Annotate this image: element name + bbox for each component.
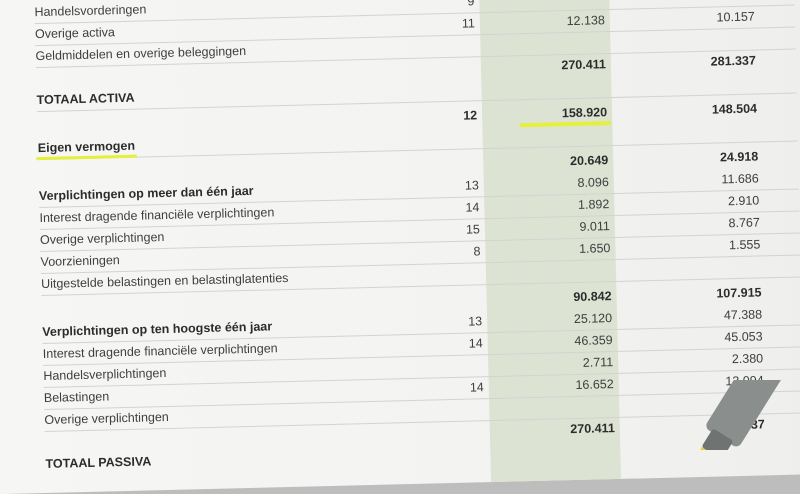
row-value-current [524,399,614,401]
row-value-current: 25.120 [573,311,613,327]
row-label: Voorzieningen [40,253,120,270]
row-value-previous: 10.157 [716,9,755,25]
row-value-previous: 24.918 [719,149,759,165]
row-note: 12 [463,108,478,123]
row-value-current: 8.096 [577,175,609,190]
row-value-previous: 148.504 [711,101,758,117]
row-value-current [521,263,611,265]
row-note [446,60,476,61]
row-value-current [525,443,615,445]
row-note: 15 [465,222,481,237]
row-value-previous: 2.380 [731,351,764,367]
row-note [448,156,478,157]
row-value-previous: 45.053 [724,329,763,345]
row-label: Verplichtingen op meer dan één jaar [38,183,254,204]
marker-body [706,380,795,447]
row-value-previous: 107.915 [716,285,762,301]
row-label: Geldmiddelen en overige beleggingen [35,43,247,64]
row-value-previous [671,259,761,261]
row-label: Handelsverplichtingen [43,365,167,383]
row-label: TOTAAL ACTIVA [36,90,135,108]
row-label: Belastingen [43,389,110,405]
row-label: Overige activa [34,25,116,42]
row-note [455,446,485,447]
row-note: 14 [469,380,484,395]
row-value-previous: 2.910 [727,193,760,209]
row-value-current: 20.649 [569,153,609,169]
row-value-current: 1.650 [578,241,611,256]
row-label: Overige verplichtingen [44,409,169,427]
row-note: 13 [468,314,483,329]
row-note [451,292,481,293]
row-value-previous [666,75,756,77]
row-value-current: 16.652 [575,377,614,392]
row-value-previous [665,32,755,34]
row-value-current: 9.011 [579,219,611,234]
marker-collar [702,429,733,450]
row-value-previous: 47.388 [723,307,763,323]
row-value-current: 46.359 [574,333,613,349]
row-value-previous: 8.767 [728,215,760,231]
row-value-current [516,79,606,81]
row-value-current-highlighted: 158.920 [517,105,608,121]
row-note [445,38,475,39]
row-value-previous: 11.686 [721,171,759,187]
row-label: Handelsvorderingen [34,2,147,20]
row-value-current: 12.138 [566,13,606,29]
row-note: 9 [467,0,475,9]
row-label-highlighted: Eigen vermogen [37,138,136,156]
row-value-current [515,35,605,37]
highlighter-marker-icon [696,380,795,450]
row-note [454,402,484,403]
row-value-current: 2.711 [582,355,614,370]
row-label: Verplichtingen op ten hoogste één jaar [42,319,273,340]
row-label: Uitgestelde belastingen en belastinglate… [40,270,289,292]
row-label: Overige verplichtingen [39,230,165,248]
row-note: 14 [468,336,483,351]
row-note [447,130,477,131]
row-value-current: 270.411 [570,421,615,437]
row-note [451,266,481,267]
row-note: 8 [473,244,481,259]
row-value-current: 90.842 [573,289,612,305]
row-value-previous: 1.555 [728,237,761,253]
row-value-previous: 281.337 [710,53,757,69]
row-note [446,82,476,83]
row-value-current: 1.892 [577,197,610,212]
row-label: Interest dragende financiële verplichtin… [39,205,275,226]
row-label: Interest dragende financiële verplichtin… [42,341,278,362]
row-value-current: 270.411 [561,57,607,73]
row-note: 14 [465,200,480,215]
row-note: 11 [461,16,476,31]
row-note [455,424,485,425]
row-value-previous [667,123,757,125]
row-note: 13 [464,178,480,193]
row-note [453,358,483,359]
row-value-current [517,127,607,129]
row-label: TOTAAL PASSIVA [45,454,152,471]
